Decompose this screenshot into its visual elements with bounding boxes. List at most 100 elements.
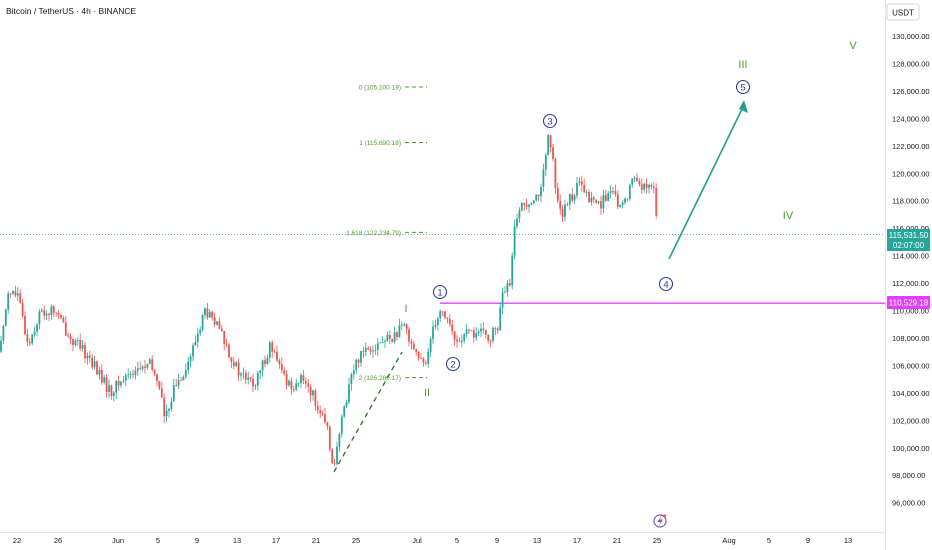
candle-body [230, 357, 233, 362]
candle-body [290, 380, 293, 390]
candle-body [544, 155, 547, 170]
projection-arrow[interactable] [668, 100, 748, 260]
candle-body [655, 187, 658, 216]
candle-body [331, 449, 334, 464]
candle-body [364, 347, 367, 352]
candle-body [168, 409, 170, 411]
price-tick: 130,000.00 [892, 32, 930, 41]
candle-body [326, 422, 329, 427]
candle-body [4, 309, 7, 326]
candle-body [362, 351, 365, 352]
candle-body [338, 433, 341, 447]
candle-body [482, 328, 485, 331]
candle-body [144, 366, 146, 368]
candle-body [388, 334, 391, 339]
candle-body [446, 317, 449, 319]
candle-body [468, 329, 470, 331]
candle-body [254, 385, 257, 387]
candle-body [7, 293, 10, 310]
candle-body [309, 386, 312, 396]
candle-body [204, 308, 206, 316]
candle-body [31, 334, 34, 344]
candle-body [134, 370, 137, 376]
candle-body [643, 183, 646, 190]
candle-body [247, 377, 250, 380]
wave-circle-label: 3 [547, 116, 552, 127]
wave-circle [542, 113, 558, 129]
candle-body [261, 360, 264, 371]
time-tick: 26 [54, 536, 62, 545]
fib-extension[interactable]: 2 (126,280.17) 1.618 (122,234.79) 1 (115,6… [333, 85, 427, 473]
wave-roman-label: II [424, 387, 430, 399]
candle-body [487, 334, 490, 341]
wave-circle-label: 2 [450, 359, 455, 370]
candle-body [132, 373, 134, 376]
candle-body [211, 311, 214, 318]
candle-body [278, 360, 281, 365]
price-tick: 122,000.00 [892, 142, 930, 151]
candle-body [432, 326, 434, 339]
candle-body [609, 191, 612, 194]
candle-body [372, 350, 374, 352]
wave-one-trendline [333, 351, 403, 473]
candle-body [240, 373, 242, 376]
candle-body [612, 191, 614, 192]
candle-body [429, 338, 432, 352]
time-tick: 9 [195, 536, 199, 545]
candle-body [568, 194, 571, 205]
candle-body [266, 357, 269, 365]
candle-body [434, 324, 437, 327]
candle-body [384, 340, 386, 342]
price-tick: 98,000.00 [892, 471, 925, 480]
candle-body [616, 194, 619, 207]
candle-body [91, 357, 94, 368]
candle-body [206, 308, 209, 318]
candle-body [640, 184, 643, 190]
candle-body [69, 336, 72, 339]
candle-body [288, 380, 290, 386]
candle-body [86, 355, 89, 359]
time-tick: 13 [533, 536, 541, 545]
candle-body [225, 343, 228, 345]
time-tick: 25 [653, 536, 661, 545]
candle-body [60, 314, 62, 318]
candle-body [393, 332, 396, 342]
candle-body [194, 341, 197, 346]
candle-body [297, 383, 300, 384]
candle-body [26, 334, 29, 342]
candle-body [300, 375, 302, 384]
candle-body [192, 345, 194, 357]
candle-body [460, 340, 463, 343]
candle-body [624, 198, 626, 203]
candle-body [276, 351, 278, 361]
candle-body [148, 359, 151, 364]
candle-body [583, 184, 586, 193]
candle-body [112, 392, 115, 397]
currency-button[interactable]: USDT [886, 3, 920, 21]
price-tick: 112,000.00 [892, 279, 929, 288]
candle-body [324, 413, 326, 423]
candle-body [614, 191, 617, 195]
candle-body [619, 205, 622, 207]
countdown-label: 02:07:00 [893, 241, 925, 250]
candle-body [456, 339, 458, 342]
horizontal-level[interactable] [0, 234, 885, 304]
candle-body [604, 195, 607, 201]
candle-body [355, 359, 358, 371]
candle-body [218, 321, 221, 329]
candle-body [0, 340, 2, 352]
candle-body [492, 327, 494, 342]
price-tick: 106,000.00 [892, 361, 930, 370]
candle-body [367, 347, 370, 350]
candle-body [55, 312, 58, 314]
level-marker: 110,529.18 [887, 296, 930, 309]
candle-body [506, 283, 509, 293]
candle-body [223, 331, 226, 344]
candle-body [652, 186, 655, 188]
lightning-icon[interactable] [653, 514, 667, 528]
candle-body [160, 388, 163, 398]
candle-body [129, 373, 132, 375]
candle-body [513, 226, 516, 256]
